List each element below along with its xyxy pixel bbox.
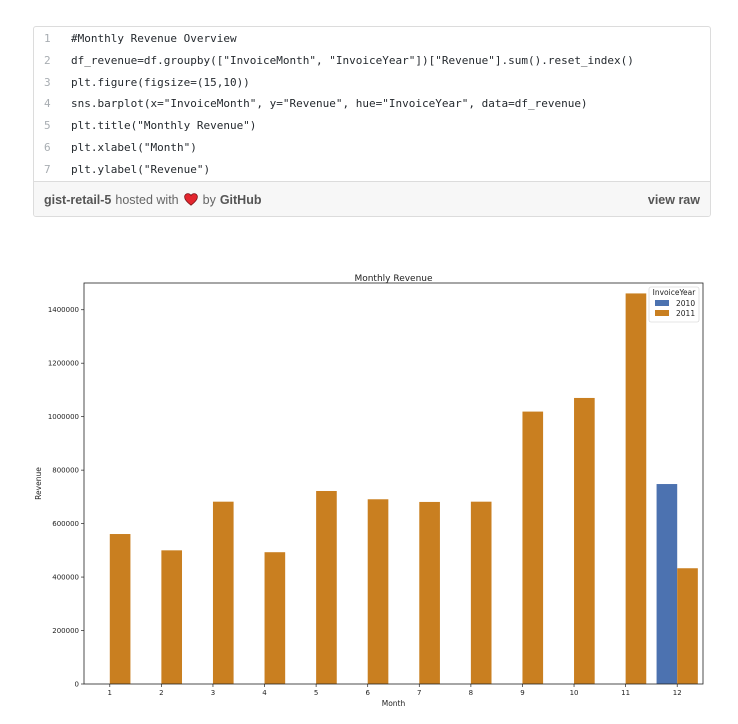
code-text: plt.figure(figsize=(15,10)) <box>71 75 250 89</box>
gist-name-link[interactable]: gist-retail-5 <box>44 192 112 207</box>
legend-swatch-2011 <box>655 310 669 316</box>
x-tick-label: 6 <box>365 689 370 697</box>
line-number: 1 <box>44 32 51 45</box>
x-tick-label: 1 <box>108 689 112 697</box>
gist-footer: gist-retail-5 hosted with by GitHub view… <box>34 181 710 216</box>
y-tick-label: 800000 <box>52 467 79 475</box>
y-tick-label: 200000 <box>52 627 79 635</box>
gist-embed: 1 #Monthly Revenue Overview 2 df_revenue=df… <box>33 26 711 217</box>
x-tick-label: 9 <box>520 689 524 697</box>
bar-2011-month-10 <box>574 397 595 684</box>
x-tick-label: 3 <box>211 689 215 697</box>
line-number: 6 <box>44 140 51 154</box>
bar-2011-month-3 <box>212 501 234 684</box>
x-tick-label: 7 <box>417 689 421 697</box>
code-block: 1 #Monthly Revenue Overview 2 df_revenue=df… <box>34 27 710 181</box>
bar-2011-month-12 <box>677 568 698 684</box>
code-text: #Monthly Revenue Overview <box>71 32 237 45</box>
plot-frame <box>83 282 704 685</box>
y-tick-label: 400000 <box>52 574 79 582</box>
y-tick-label: 0 <box>75 681 79 689</box>
line-number: 5 <box>44 119 51 133</box>
hosted-with-text: hosted with <box>115 192 179 207</box>
by-text: by <box>202 192 216 207</box>
code-line: 2 df_revenue=df.groupby(["InvoiceMonth", … <box>34 50 710 72</box>
y-axis-label: Revenue <box>34 467 43 500</box>
code-text: plt.title("Monthly Revenue") <box>71 119 257 133</box>
bar-chart: Monthly Revenue 0 200000 400000 600000 80000… <box>34 274 704 708</box>
view-raw-link[interactable]: view raw <box>647 192 700 207</box>
bar-2011-month-8 <box>470 501 492 684</box>
code-line: 4 sns.barplot(x="InvoiceMonth", y="Revenu… <box>34 93 710 115</box>
code-line: 7 plt.ylabel("Revenue") <box>34 159 710 181</box>
line-number: 7 <box>44 162 51 176</box>
chart-container: Monthly Revenue 0 200000 400000 600000 80000… <box>0 262 738 724</box>
code-line: 6 plt.xlabel("Month") <box>34 137 710 159</box>
x-tick-label: 11 <box>621 689 630 697</box>
legend-swatch-2010 <box>655 300 669 306</box>
bar-2011-month-4 <box>264 552 286 684</box>
github-link[interactable]: GitHub <box>219 192 262 207</box>
line-number: 2 <box>44 53 51 67</box>
bar-2011-month-2 <box>161 550 183 684</box>
line-number: 4 <box>44 97 51 111</box>
y-tick-label: 1200000 <box>48 360 79 368</box>
bar-2011-month-7 <box>419 501 440 684</box>
legend-title: InvoiceYear <box>653 288 697 297</box>
legend-label-2010: 2010 <box>676 299 695 308</box>
code-text: plt.xlabel("Month") <box>71 140 197 154</box>
legend-label-2011: 2011 <box>676 309 695 318</box>
code-line: 3 plt.figure(figsize=(15,10)) <box>34 72 710 94</box>
x-tick-label: 8 <box>469 689 473 697</box>
bar-2011-month-5 <box>316 490 337 684</box>
x-tick-label: 4 <box>262 689 267 697</box>
code-text: sns.barplot(x="InvoiceMonth", y="Revenue… <box>71 97 588 111</box>
bar-2011-month-11 <box>625 293 647 684</box>
code-line: 5 plt.title("Monthly Revenue") <box>34 115 710 137</box>
chart-title: Monthly Revenue <box>354 274 433 284</box>
heart-icon <box>183 193 198 206</box>
x-axis-label: Month <box>382 699 406 708</box>
bar-2011-month-9 <box>522 411 544 684</box>
code-line: 1 #Monthly Revenue Overview <box>34 28 710 50</box>
y-tick-label: 600000 <box>52 520 79 528</box>
y-tick-label: 1400000 <box>48 306 79 314</box>
bar-2011-month-1 <box>109 534 131 684</box>
bar-2010-month-12 <box>656 484 678 684</box>
x-tick-label: 2 <box>159 689 163 697</box>
line-number: 3 <box>44 75 51 89</box>
x-tick-label: 12 <box>673 689 682 697</box>
bar-2011-month-6 <box>367 499 389 684</box>
y-tick-label: 1000000 <box>48 413 79 421</box>
code-text: plt.ylabel("Revenue") <box>71 162 211 176</box>
x-tick-label: 10 <box>570 689 579 697</box>
x-tick-label: 5 <box>314 689 318 697</box>
code-text: df_revenue=df.groupby(["InvoiceMonth", "… <box>71 53 634 67</box>
